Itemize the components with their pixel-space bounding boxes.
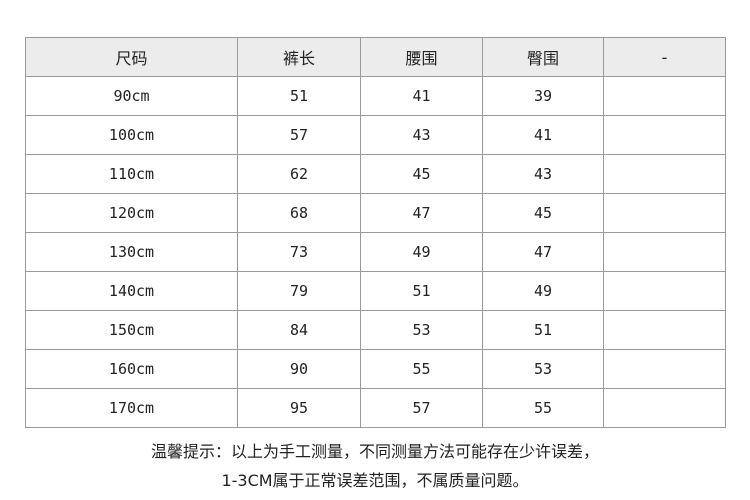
table-row: 140cm 79 51 49 (25, 271, 726, 311)
size-chart-table: 尺码 裤长 腰围 臀围 - 90cm 51 41 39 100cm 57 43 41 110cm 62 45… (25, 37, 726, 428)
table-cell (603, 232, 726, 272)
table-cell (603, 193, 726, 233)
table-header-row: 尺码 裤长 腰围 臀围 - (25, 37, 726, 77)
table-cell: 55 (360, 349, 483, 389)
table-cell: 43 (360, 115, 483, 155)
table-cell: 39 (482, 76, 604, 116)
table-cell: 41 (360, 76, 483, 116)
table-row: 170cm 95 57 55 (25, 388, 726, 428)
measurement-note-line2: 1-3CM属于正常误差范围，不属质量问题。 (221, 471, 529, 490)
table-cell: 51 (237, 76, 361, 116)
table-cell (603, 271, 726, 311)
table-cell: 79 (237, 271, 361, 311)
table-cell (603, 154, 726, 194)
table-cell (603, 349, 726, 389)
table-cell: 160cm (25, 349, 238, 389)
table-cell (603, 76, 726, 116)
column-header: 腰围 (360, 37, 483, 77)
table-cell: 47 (360, 193, 483, 233)
table-cell: 55 (482, 388, 604, 428)
table-cell: 170cm (25, 388, 238, 428)
measurement-note-line1: 温馨提示：以上为手工测量，不同测量方法可能存在少许误差， (150, 442, 599, 461)
table-cell: 45 (360, 154, 483, 194)
table-cell: 140cm (25, 271, 238, 311)
table-cell: 57 (237, 115, 361, 155)
table-cell: 51 (360, 271, 483, 311)
table-cell: 41 (482, 115, 604, 155)
column-header: 臀围 (482, 37, 604, 77)
table-cell: 57 (360, 388, 483, 428)
table-cell: 90cm (25, 76, 238, 116)
table-row: 160cm 90 55 53 (25, 349, 726, 389)
table-row: 150cm 84 53 51 (25, 310, 726, 350)
table-cell: 150cm (25, 310, 238, 350)
table-row: 90cm 51 41 39 (25, 76, 726, 116)
table-cell: 53 (482, 349, 604, 389)
table-row: 110cm 62 45 43 (25, 154, 726, 194)
table-cell: 49 (360, 232, 483, 272)
table-cell: 68 (237, 193, 361, 233)
column-header: - (603, 37, 726, 77)
table-cell: 130cm (25, 232, 238, 272)
column-header: 尺码 (25, 37, 238, 77)
table-cell: 84 (237, 310, 361, 350)
table-cell: 53 (360, 310, 483, 350)
table-cell: 90 (237, 349, 361, 389)
table-cell (603, 115, 726, 155)
table-row: 130cm 73 49 47 (25, 232, 726, 272)
table-cell: 62 (237, 154, 361, 194)
table-cell: 51 (482, 310, 604, 350)
table-cell: 49 (482, 271, 604, 311)
table-cell: 110cm (25, 154, 238, 194)
table-cell: 120cm (25, 193, 238, 233)
table-cell: 73 (237, 232, 361, 272)
table-cell: 43 (482, 154, 604, 194)
table-row: 120cm 68 47 45 (25, 193, 726, 233)
table-cell: 95 (237, 388, 361, 428)
table-cell (603, 388, 726, 428)
column-header: 裤长 (237, 37, 361, 77)
table-cell (603, 310, 726, 350)
table-cell: 47 (482, 232, 604, 272)
table-cell: 100cm (25, 115, 238, 155)
table-cell: 45 (482, 193, 604, 233)
table-row: 100cm 57 43 41 (25, 115, 726, 155)
